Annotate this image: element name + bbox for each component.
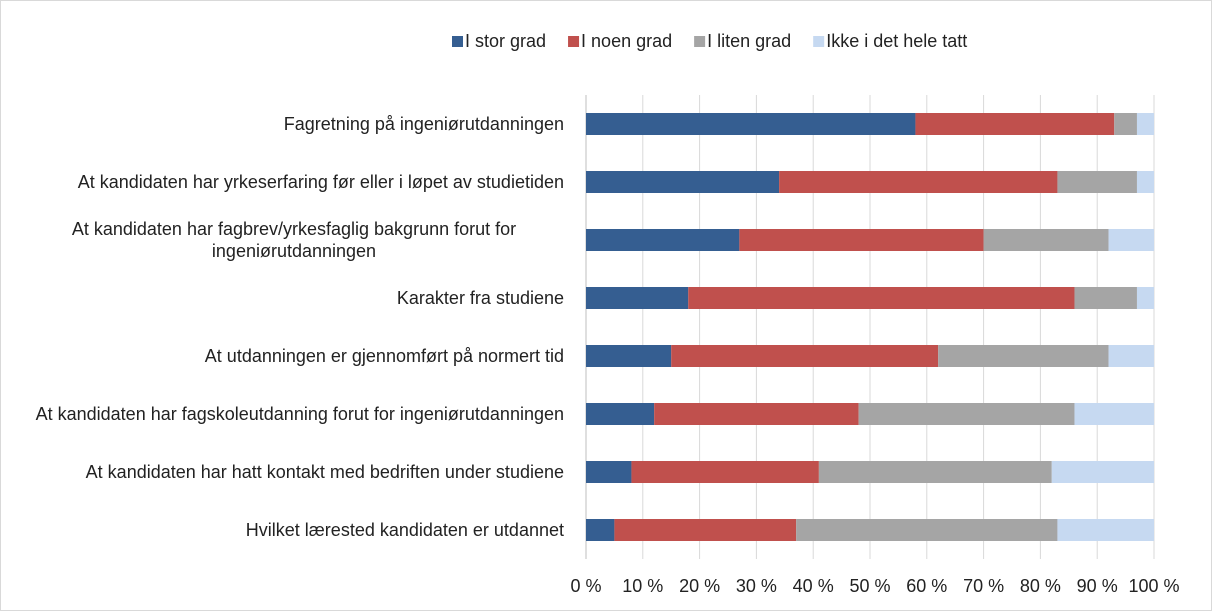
bar-segment (586, 461, 632, 483)
bar-segment (858, 403, 1075, 425)
bar-segment (915, 113, 1115, 135)
x-tick-label: 100 % (1128, 576, 1179, 596)
y-tick-label: At kandidaten har hatt kontakt med bedri… (24, 461, 564, 483)
bar-segment (1114, 113, 1137, 135)
legend-swatch (452, 36, 463, 47)
x-tick-label: 90 % (1077, 576, 1118, 596)
x-tick-label: 50 % (849, 576, 890, 596)
legend-label: I liten grad (707, 31, 791, 51)
y-tick-label: Karakter fra studiene (24, 287, 564, 309)
bar-segment (614, 519, 797, 541)
legend-swatch (813, 36, 825, 47)
bar-segment (818, 461, 1052, 483)
y-tick-label: At kandidaten har fagskoleutdanning foru… (24, 403, 564, 425)
bar-segment (1057, 519, 1154, 541)
bar-segment (586, 113, 916, 135)
bar-segment (688, 287, 1075, 309)
bar-segment (779, 171, 1058, 193)
y-tick-label: At kandidaten har yrkeserfaring før elle… (24, 171, 564, 193)
x-tick-label: 60 % (906, 576, 947, 596)
bar-segment (1108, 345, 1154, 367)
category-text: Hvilket lærested kandidaten er utdannet (245, 520, 564, 540)
x-tick-label: 20 % (679, 576, 720, 596)
category-text: At kandidaten har yrkeserfaring før elle… (77, 172, 564, 192)
bar-segment (983, 229, 1109, 251)
bar-segment (1074, 403, 1154, 425)
bar-segment (586, 287, 689, 309)
bar-segment (1108, 229, 1154, 251)
legend-label: I noen grad (581, 31, 672, 51)
x-tick-label: 10 % (622, 576, 663, 596)
bar-segment (654, 403, 859, 425)
bar-segment (1136, 171, 1154, 193)
x-tick-label: 40 % (793, 576, 834, 596)
bar-segment (586, 171, 780, 193)
category-text: At kandidaten har fagbrev/yrkesfaglig ba… (71, 219, 517, 261)
legend-swatch (568, 36, 580, 47)
bar-segment (1136, 113, 1154, 135)
bar-segment (1051, 461, 1154, 483)
category-text: Karakter fra studiene (396, 288, 564, 308)
category-text: At kandidaten har hatt kontakt med bedri… (85, 462, 564, 482)
bar-segment (796, 519, 1058, 541)
bar-segment (739, 229, 984, 251)
x-tick-label: 80 % (1020, 576, 1061, 596)
bar-segment (671, 345, 939, 367)
y-tick-label: Hvilket lærested kandidaten er utdannet (24, 519, 564, 541)
bar-segment (586, 403, 655, 425)
y-tick-label: At utdanningen er gjennomført på normert… (24, 345, 564, 367)
legend-swatch (694, 36, 706, 47)
category-text: Fagretning på ingeniørutdanningen (283, 114, 564, 134)
legend-label: I stor grad (465, 31, 546, 51)
y-tick-label: At kandidaten har fagbrev/yrkesfaglig ba… (24, 218, 564, 262)
bar-segment (938, 345, 1109, 367)
category-text: At utdanningen er gjennomført på normert… (204, 346, 564, 366)
bar-segment (1074, 287, 1137, 309)
x-tick-label: 30 % (736, 576, 777, 596)
x-tick-label: 0 % (570, 576, 601, 596)
bar-segment (586, 345, 672, 367)
bar-segment (586, 519, 615, 541)
bar-segment (1057, 171, 1137, 193)
legend-label: Ikke i det hele tatt (826, 31, 967, 51)
y-tick-label: Fagretning på ingeniørutdanningen (24, 113, 564, 135)
category-text: At kandidaten har fagskoleutdanning foru… (35, 404, 564, 424)
x-tick-label: 70 % (963, 576, 1004, 596)
bar-segment (586, 229, 740, 251)
bar-segment (631, 461, 819, 483)
bar-segment (1136, 287, 1154, 309)
